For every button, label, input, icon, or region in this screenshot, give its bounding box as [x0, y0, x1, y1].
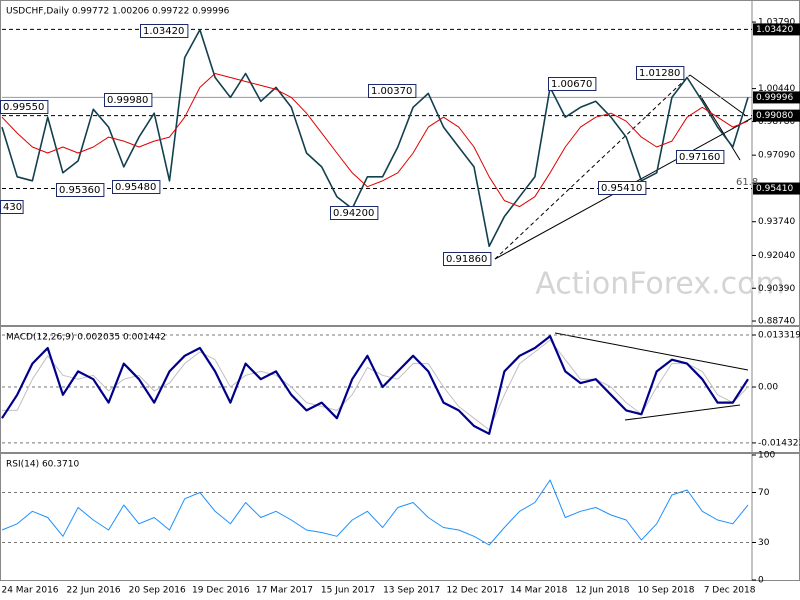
y-tick-label: 0.92040 — [758, 251, 795, 261]
annotation: 1.00670 — [551, 79, 592, 90]
level-label: 1.03420 — [756, 25, 793, 35]
annotation-box — [443, 252, 492, 266]
annotation: 0.95410 — [601, 183, 642, 194]
y-tick-label: 0.93740 — [758, 217, 795, 227]
y-tick-label: 70 — [758, 488, 770, 498]
level-box — [753, 109, 800, 122]
annotation: 430 — [3, 202, 22, 213]
series-line — [1, 479, 749, 546]
panel-title: MACD(12,26,9) 0.002035 0.001442 — [6, 333, 166, 343]
level-box — [753, 91, 800, 104]
x-tick-label: 15 Jun 2017 — [321, 586, 375, 596]
annotation-box — [330, 206, 379, 220]
annotation-box — [676, 150, 725, 164]
annotation-box — [0, 200, 24, 214]
x-tick-label: 10 Sep 2018 — [637, 586, 694, 596]
y-tick-label: -0.014323 — [758, 438, 800, 448]
annotation: 61.8 — [736, 177, 758, 188]
annotation: 0.91860 — [446, 254, 487, 265]
annotation: 0.95480 — [115, 182, 156, 193]
x-tick-label: 12 Dec 2017 — [446, 586, 504, 596]
panel-title: RSI(14) 60.3710 — [6, 460, 79, 470]
panel-title: USDCHF,Daily 0.99772 1.00206 0.99722 0.9… — [6, 7, 230, 17]
annotation-box — [598, 181, 647, 195]
annotation-box — [0, 100, 49, 114]
y-tick-label: 0.00 — [758, 382, 778, 392]
x-tick-label: 7 Dec 2018 — [704, 586, 756, 596]
y-tick-label: 1.00440 — [758, 84, 795, 94]
x-tick-label: 14 Mar 2018 — [510, 586, 567, 596]
y-tick-label: 0 — [758, 576, 764, 586]
x-tick-label: 20 Sep 2016 — [129, 586, 186, 596]
annotation-box — [104, 93, 153, 107]
annotation-box — [636, 66, 685, 80]
series-line — [1, 73, 749, 208]
x-tick-label: 17 Mar 2017 — [256, 586, 313, 596]
annotation: 0.94200 — [333, 208, 374, 219]
y-tick-label: 0.97090 — [758, 151, 795, 161]
series-line — [1, 335, 749, 435]
annotation: 0.99980 — [107, 95, 148, 106]
annotation-box — [112, 180, 161, 194]
y-tick-label: 1.03790 — [758, 18, 795, 28]
y-tick-label: 0.90390 — [758, 284, 795, 294]
x-tick-label: 19 Dec 2016 — [192, 586, 250, 596]
annotation: 1.01280 — [639, 68, 680, 79]
annotation: 1.00370 — [371, 86, 412, 97]
y-tick-label: 0.88740 — [758, 317, 795, 327]
annotation: 0.97160 — [679, 152, 720, 163]
annotation-box — [140, 24, 189, 38]
series-line — [1, 29, 749, 248]
level-box — [753, 23, 800, 36]
x-tick-label: 13 Sep 2017 — [383, 586, 440, 596]
x-tick-label: 24 Mar 2016 — [1, 586, 58, 596]
x-tick-label: 22 Jun 2016 — [67, 586, 121, 596]
watermark: ActionForex.com — [535, 267, 784, 302]
y-tick-label: 30 — [758, 538, 770, 548]
y-tick-label: 0.98780 — [758, 117, 795, 127]
level-label: 0.99996 — [756, 93, 793, 103]
y-tick-label: 0.013319 — [758, 330, 800, 340]
annotation-box — [548, 77, 597, 91]
annotation: 0.99550 — [3, 102, 44, 113]
x-tick-label: 12 Jun 2018 — [575, 586, 629, 596]
y-tick-label: 100 — [758, 451, 775, 461]
annotation-box — [368, 84, 417, 98]
level-label: 0.99080 — [756, 111, 793, 121]
level-label: 0.95410 — [756, 184, 793, 194]
level-box — [753, 182, 800, 195]
annotation-box — [56, 183, 105, 197]
annotation: 1.03420 — [143, 26, 184, 37]
annotation: 0.95360 — [59, 185, 100, 196]
